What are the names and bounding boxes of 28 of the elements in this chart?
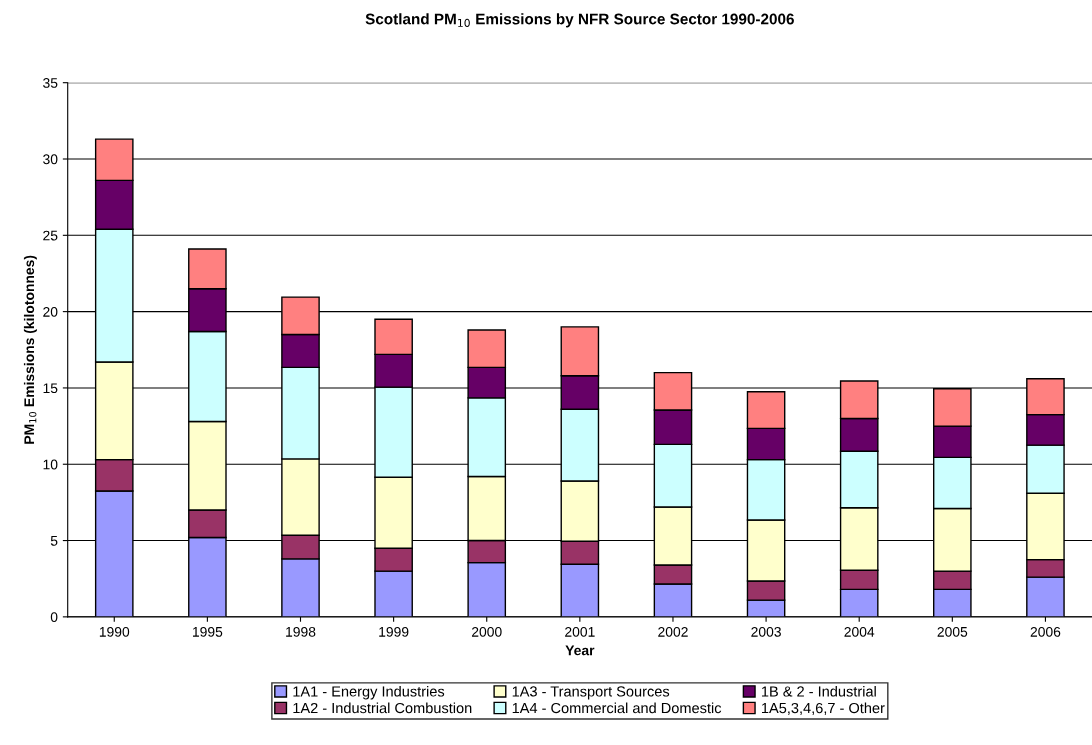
legend-label: 1A2 - Industrial Combustion: [293, 702, 472, 714]
x-tick-label: 2001: [565, 626, 595, 637]
y-tick-label: 25: [43, 230, 58, 241]
x-tick-label: 1995: [192, 626, 223, 637]
x-tick-label: 2000: [471, 626, 502, 637]
x-tick-label: 2006: [1030, 626, 1061, 637]
x-axis-title: Year: [565, 645, 595, 656]
y-tick-label: 30: [43, 154, 58, 165]
x-tick-label: 2003: [751, 626, 781, 637]
y-tick-label: 0: [50, 612, 58, 623]
legend-label: 1A5,3,4,6,7 - Other: [762, 702, 885, 715]
legend-label: 1B & 2 - Industrial: [762, 685, 876, 697]
x-tick-label: 1990: [99, 626, 130, 637]
chart-title: Scotland PM$_{10}$ Emissions by NFR Source Sector 1990-2006: [365, 13, 794, 28]
x-tick-label: 1999: [379, 626, 409, 637]
x-tick-label: 1998: [286, 626, 316, 637]
x-tick-label: 2002: [658, 626, 688, 637]
x-tick-label: 2005: [937, 626, 968, 637]
y-tick-label: 20: [43, 306, 58, 317]
y-tick-label: 10: [43, 459, 58, 470]
legend-label: 1A3 - Transport Sources: [512, 686, 670, 700]
y-tick-label: 15: [43, 383, 58, 394]
legend-label: 1A4 - Commercial and Domestic: [512, 702, 722, 714]
legend-label: 1A1 - Energy Industries: [293, 685, 445, 700]
x-tick-label: 2004: [844, 626, 875, 637]
y-tick-label: 35: [43, 78, 58, 88]
y-tick-label: 5: [50, 536, 58, 546]
y-axis-title: PM$_{10}$ Emissions (kilotonnes): [23, 255, 37, 444]
